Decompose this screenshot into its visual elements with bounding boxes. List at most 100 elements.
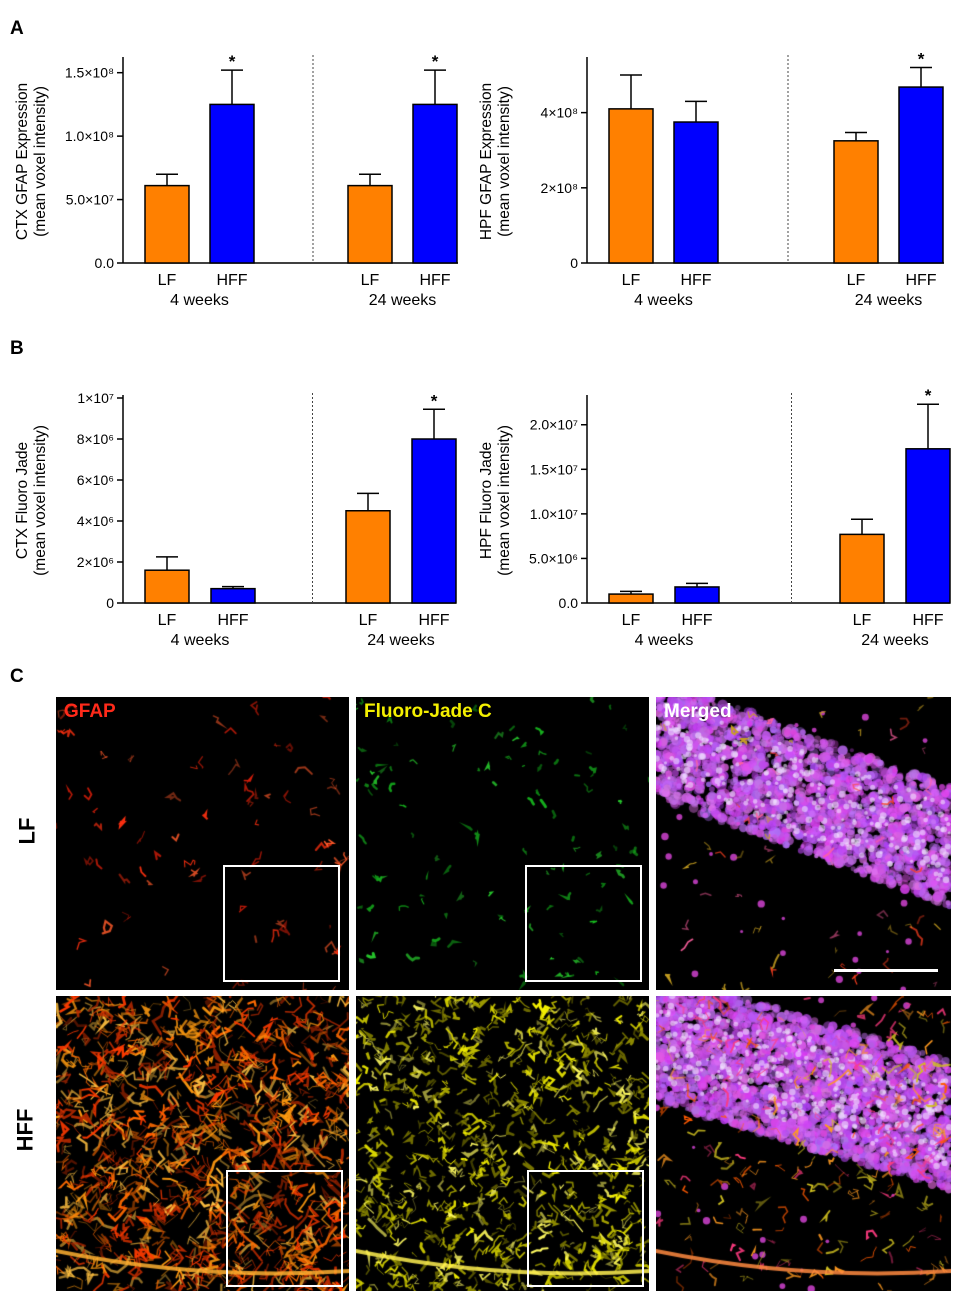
micrograph-lf-gfap-image (56, 697, 349, 990)
y-tick-label: 8×10⁶ (77, 431, 114, 447)
x-tick-label: LF (622, 272, 641, 289)
y-tick-label: 1.5×10⁷ (530, 461, 578, 477)
x-tick-label: LF (158, 272, 177, 289)
bar-hff (209, 103, 255, 264)
x-tick-label: HFF (418, 612, 449, 629)
bar-lf (833, 140, 879, 264)
bar-hff (905, 448, 951, 604)
bar-hff (898, 86, 944, 264)
chart-svg: 0 2×10⁶ 4×10⁶ 6×10⁶ 8×10⁶ 1×10⁷ CTX Fluoro Jad… (14, 390, 457, 649)
micrograph-hff-gfap-image (56, 996, 349, 1291)
inset-box (226, 1170, 343, 1287)
micrograph-lf-gfap: GFAP (56, 697, 349, 990)
chart-hpf-fluoro-jade: 0.0 5.0×10⁶ 1.0×10⁷ 1.5×10⁷ 2.0×10⁷ HPF Fluor… (478, 385, 951, 675)
micrograph-lf-merged-image (656, 697, 951, 990)
y-tick-label: 5.0×10⁶ (529, 550, 578, 566)
y-tick-label: 0 (106, 595, 114, 611)
x-tick-label: LF (158, 612, 177, 629)
inset-box (527, 1170, 644, 1287)
significance-marker: * (925, 386, 932, 405)
x-tick-label: LF (847, 272, 866, 289)
y-axis-label: CTX Fluoro Jade (14, 442, 31, 559)
y-tick-label: 2×10⁸ (541, 180, 579, 196)
x-tick-label: LF (853, 612, 872, 629)
bar-hff (674, 586, 720, 604)
scale-bar (834, 969, 938, 972)
chart-ctx-fluoro-jade: 0 2×10⁶ 4×10⁶ 6×10⁶ 8×10⁶ 1×10⁷ CTX Fluoro Jad… (0, 385, 470, 675)
y-tick-label: 1.0×10⁷ (530, 506, 578, 522)
micrograph-hff-gfap (56, 996, 349, 1291)
y-axis-label-units: (mean voxel intensity) (32, 425, 49, 576)
micrograph-lf-fluoro-jade-image (356, 697, 649, 990)
y-tick-label: 1.0×10⁸ (65, 128, 114, 144)
y-tick-label: 1.5×10⁸ (65, 65, 114, 81)
x-tick-label: HFF (912, 612, 943, 629)
y-axis-label-units: (mean voxel intensity) (496, 425, 513, 576)
chart-svg: 0 2×10⁸ 4×10⁸ HPF GFAP Expression (mean voxe… (478, 50, 944, 309)
bar-hff (412, 103, 458, 264)
x-tick-label: HFF (419, 272, 450, 289)
bar-lf (345, 510, 391, 604)
x-tick-label: HFF (217, 612, 248, 629)
micrograph-lf-fluoro-jade: Fluoro-Jade C (356, 697, 649, 990)
panel-label-b: B (10, 338, 24, 359)
chart-ctx-gfap: 0.0 5.0×10⁷ 1.0×10⁸ 1.5×10⁸ CTX GFAP Express… (0, 40, 470, 330)
significance-marker: * (918, 50, 925, 69)
x-tick-label: LF (359, 612, 378, 629)
group-label: 24 weeks (861, 632, 929, 649)
y-axis-label: HPF Fluoro Jade (478, 442, 495, 559)
group-label: 24 weeks (369, 292, 437, 309)
panel-label-c: C (10, 666, 24, 687)
panel-label-a: A (10, 18, 24, 39)
micrograph-lf-merged: Merged (656, 697, 951, 990)
y-axis-label: HPF GFAP Expression (478, 83, 495, 240)
group-label: 4 weeks (171, 632, 230, 649)
x-tick-label: LF (622, 612, 641, 629)
micrograph-hff-merged-image (656, 996, 951, 1291)
significance-marker: * (432, 52, 439, 71)
y-tick-label: 1×10⁷ (77, 390, 114, 406)
group-label: 4 weeks (634, 292, 693, 309)
bar-lf (144, 184, 190, 264)
significance-marker: * (229, 52, 236, 71)
y-tick-label: 4×10⁸ (541, 105, 579, 121)
micrograph-label-gfap: GFAP (64, 701, 116, 722)
significance-marker: * (431, 391, 438, 410)
y-axis-label: CTX GFAP Expression (14, 83, 31, 240)
bar-lf (347, 184, 393, 264)
x-tick-label: HFF (681, 612, 712, 629)
micrograph-hff-merged (656, 996, 951, 1291)
group-label: 4 weeks (635, 632, 694, 649)
bar-hff (411, 438, 457, 604)
y-axis-label-units: (mean voxel intensity) (32, 86, 49, 237)
chart-svg: 0.0 5.0×10⁷ 1.0×10⁸ 1.5×10⁸ CTX GFAP Express… (14, 52, 458, 309)
row-label-lf: LF (14, 817, 40, 845)
chart-hpf-gfap: 0 2×10⁸ 4×10⁸ HPF GFAP Expression (mean voxe… (478, 40, 950, 330)
inset-box (525, 865, 642, 982)
group-label: 24 weeks (367, 632, 435, 649)
y-tick-label: 2×10⁶ (77, 554, 114, 570)
micrograph-label-merged: Merged (664, 701, 732, 722)
micrograph-label-fluoro-jade: Fluoro-Jade C (364, 701, 492, 722)
bar-lf (839, 533, 885, 604)
inset-box (223, 865, 340, 982)
group-label: 4 weeks (170, 292, 229, 309)
y-tick-label: 5.0×10⁷ (66, 192, 114, 208)
y-tick-label: 0 (570, 255, 578, 271)
bar-hff (210, 587, 256, 604)
y-tick-label: 2.0×10⁷ (530, 417, 578, 433)
y-tick-label: 4×10⁶ (77, 513, 114, 529)
y-tick-label: 0.0 (559, 595, 579, 611)
bar-lf (608, 108, 654, 264)
group-label: 24 weeks (855, 292, 923, 309)
bar-hff (673, 121, 719, 264)
bar-lf (608, 593, 654, 604)
bar-lf (144, 569, 190, 604)
x-tick-label: LF (361, 272, 380, 289)
x-tick-label: HFF (216, 272, 247, 289)
y-tick-label: 6×10⁶ (77, 472, 114, 488)
y-axis-label-units: (mean voxel intensity) (496, 86, 513, 237)
x-tick-label: HFF (680, 272, 711, 289)
chart-svg: 0.0 5.0×10⁶ 1.0×10⁷ 1.5×10⁷ 2.0×10⁷ HPF Fluor… (478, 386, 951, 649)
micrograph-hff-fluoro-jade (356, 996, 649, 1291)
